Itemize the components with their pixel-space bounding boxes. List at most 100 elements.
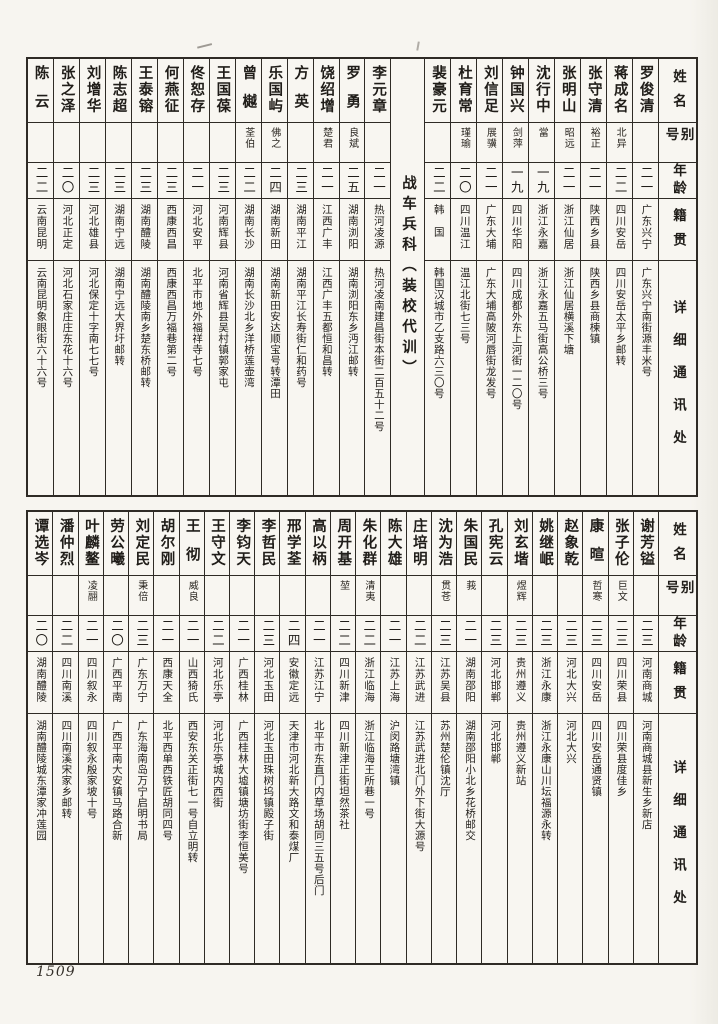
person-age: 二三 [613, 619, 629, 648]
person-column: 王泰镕 二三 湖南醴陵 湖南醴陵南乡楚东桥邮转 [130, 59, 157, 495]
person-name-cell: 刘定民 [129, 512, 154, 576]
person-native_place-cell: 湖南平江 [287, 199, 313, 261]
person-age-cell: 二三 [105, 163, 131, 199]
person-address-cell: 湖南长沙北乡洋桥莲壶湾 [236, 261, 261, 495]
person-native_place-cell: 江苏江宁 [305, 652, 330, 714]
person-native_place: 广西桂林 [237, 657, 249, 703]
person-name: 孔宪云 [486, 518, 504, 568]
person-column: 潘仲烈 二二 四川南溪 四川南溪宋家乡邮转 [52, 512, 78, 963]
person-name-cell: 裴豪元 [425, 59, 451, 123]
person-name-cell: 张子伦 [608, 512, 633, 576]
person-name: 刘信足 [481, 65, 499, 115]
person-address-cell: 浙江仙居横溪下塘 [555, 261, 580, 495]
person-name: 佟恕存 [188, 65, 206, 115]
person-alias-cell [28, 576, 53, 616]
person-address: 河北玉田珠树坞镇殿子街 [262, 720, 275, 841]
person-age-cell: 二三 [482, 616, 507, 652]
person-alias: 裕正 [588, 127, 600, 149]
person-native_place-cell: 江苏上海 [381, 652, 406, 714]
person-native_place-cell: 江苏武进 [406, 652, 431, 714]
person-age-cell: 二四 [261, 163, 287, 199]
person-name: 周开基 [335, 518, 353, 568]
person-alias-cell: 堃 [330, 576, 356, 616]
person-column: 陈云 二二 云南昆明 云南昆明象眼街六十六号 [28, 59, 54, 495]
person-alias-cell: 楚君 [313, 123, 339, 163]
person-name: 张守清 [585, 65, 603, 115]
person-age-cell: 二三 [157, 163, 183, 199]
person-name-cell: 谭选岑 [28, 512, 53, 576]
person-alias-cell [287, 123, 313, 163]
person-age: 二一 [189, 166, 205, 195]
header-label-name: 姓名 [670, 69, 687, 118]
person-age: 二一 [638, 166, 654, 195]
person-name-cell: 王守文 [204, 512, 230, 576]
person-column: 陈大雄 二一 江苏上海 沪闵路塘湾镇 [380, 512, 406, 963]
person-address: 湖南醴陵城东潭家冲莲园 [35, 720, 48, 841]
person-address: 浙江仙居横溪下塘 [562, 267, 575, 355]
person-name-cell: 沈行中 [529, 59, 555, 123]
person-name-cell: 张明山 [555, 59, 581, 123]
person-alias: 哲寒 [590, 580, 601, 602]
person-column: 王彻 威良 二一 山西猗氏 西安东关正街七一号自立明转 [178, 512, 204, 963]
person-name-cell: 刘信足 [477, 59, 503, 123]
person-column: 朱国民莪二一 湖南邵阳 湖南邵阳小北乡花桥邮交 [456, 512, 482, 963]
person-age-cell: 二二 [204, 616, 230, 652]
person-native_place: 河北大兴 [565, 657, 578, 703]
person-age: 二二 [58, 619, 74, 648]
person-address-cell: 韩国汉城市乙支路六三〇号 [425, 261, 450, 495]
person-native_place-cell: 河北玉田 [255, 652, 280, 714]
person-name: 李元章 [370, 65, 388, 115]
person-native_place: 江苏吴县 [438, 657, 451, 703]
person-age: 二二 [241, 166, 257, 195]
person-age: 二三 [638, 619, 654, 648]
person-age-cell: 二三 [532, 616, 558, 652]
person-name: 王彻 [183, 518, 201, 575]
person-native_place: 湖南宁远 [113, 204, 126, 250]
person-native_place-cell: 西康西昌 [157, 199, 183, 261]
person-age-cell: 二三 [583, 616, 608, 652]
person-native_place-cell: 浙江临海 [356, 652, 381, 714]
person-age-cell: 二一 [381, 616, 406, 652]
person-address-cell: 四川新津正街坦然茶社 [331, 714, 355, 963]
person-native_place: 湖南长沙 [243, 204, 256, 250]
person-native_place: 西康天全 [161, 657, 174, 703]
person-address: 河北大兴 [565, 720, 578, 764]
person-native_place: 河南辉县 [217, 204, 230, 250]
person-address-cell: 北平市地外福祥寺七号 [184, 261, 209, 495]
person-native_place: 四川新津 [337, 657, 350, 703]
person-alias-cell: 昭远 [555, 123, 581, 163]
person-alias-cell [103, 576, 129, 616]
person-age: 二二 [612, 166, 628, 195]
person-name-cell: 朱国民 [457, 512, 482, 576]
person-age-cell: 二三 [287, 163, 313, 199]
person-alias-cell [280, 576, 305, 616]
person-native_place-cell: 湖南宁远 [105, 199, 131, 261]
person-column: 姚继岷 二三 浙江永康 浙江永康山川坛福源永转 [531, 512, 558, 963]
person-column: 杜育常 瑾瑜 二〇 四川温江 温江北街七三号 [450, 59, 477, 495]
person-age: 二〇 [456, 166, 472, 195]
person-native_place: 广东大埔 [484, 204, 497, 250]
person-native_place-cell: 四川荣县 [608, 652, 633, 714]
person-alias-cell: 剑萍 [503, 123, 529, 163]
person-native_place: 四川南溪 [60, 657, 73, 703]
person-name: 王守文 [209, 518, 227, 568]
person-age-cell: 二二 [425, 163, 451, 199]
person-alias: 當 [536, 127, 548, 138]
person-alias: 荃伯 [242, 127, 254, 149]
person-address-cell: 河南商城县新生乡新店 [634, 714, 658, 963]
person-name: 裴豪元 [430, 65, 448, 115]
header-label-address: 详细通讯处 [670, 299, 687, 463]
person-alias: 展骥 [484, 127, 496, 149]
person-age-cell: 二二 [607, 163, 633, 199]
person-alias: 剑萍 [510, 127, 522, 149]
person-native_place-cell: 山西猗氏 [179, 652, 204, 714]
person-address-cell: 河北玉田珠树坞镇殿子街 [255, 714, 279, 963]
person-address-cell: 天津市河北新大路文和泰煤厂 [280, 714, 304, 963]
person-alias: 贯苍 [438, 580, 450, 602]
person-age: 二二 [33, 166, 49, 195]
person-native_place-cell: 广西桂林 [230, 652, 255, 714]
header-cell-name: 姓名 [659, 59, 696, 123]
header-label-age: 年龄 [670, 163, 687, 198]
person-age: 二一 [159, 619, 175, 648]
person-age: 二一 [586, 166, 602, 195]
